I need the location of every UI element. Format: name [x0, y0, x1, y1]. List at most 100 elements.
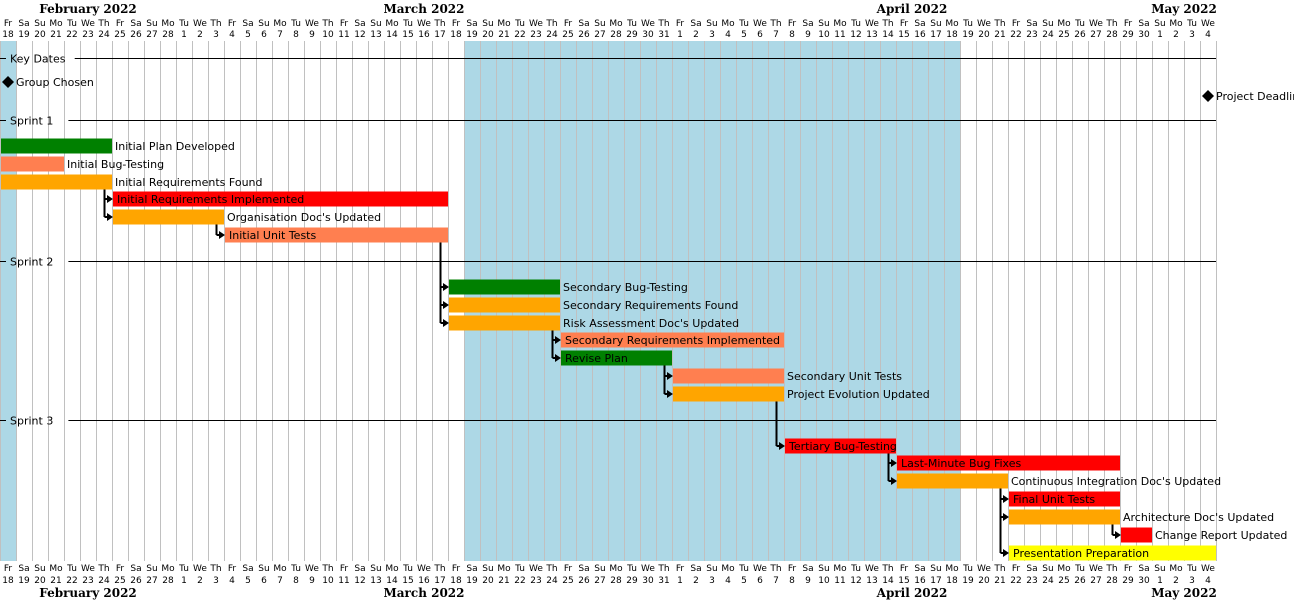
footer-weekday-label: Fr — [564, 564, 573, 574]
footer-weekday-label: Tu — [850, 564, 861, 574]
task-label: Secondary Requirements Found — [563, 299, 738, 312]
header-day-number: 4 — [1205, 30, 1211, 40]
footer-day-number: 28 — [610, 576, 622, 586]
footer-day-number: 23 — [530, 576, 541, 586]
header-weekday-label: Mo — [1169, 19, 1183, 29]
footer-weekday-label: Th — [209, 564, 221, 574]
header-weekday-label: Th — [433, 19, 445, 29]
header-day-number: 14 — [386, 30, 398, 40]
footer-weekday-label: Fr — [676, 564, 685, 574]
separator-label: Key Dates — [10, 53, 66, 66]
footer-day-number: 17 — [434, 576, 445, 586]
header-day-number: 22 — [514, 30, 525, 40]
header-day-number: 30 — [642, 30, 654, 40]
header-weekday-label: Th — [209, 19, 221, 29]
task-label: Initial Plan Developed — [115, 140, 235, 153]
task-label: Initial Requirements Found — [115, 176, 263, 189]
header-day-number: 2 — [1173, 30, 1179, 40]
task-bar — [673, 368, 784, 384]
footer-weekday-label: We — [753, 564, 767, 574]
header-weekday-label: Sa — [466, 19, 477, 29]
task-bar — [1, 174, 112, 190]
footer-day-number: 20 — [978, 576, 990, 586]
task-bars: Initial Plan Developed Initial Bug-Testin… — [1, 138, 1287, 561]
task-label: Risk Assessment Doc's Updated — [563, 317, 739, 330]
header-weekday-label: Th — [993, 19, 1005, 29]
header-day-number: 29 — [1122, 30, 1134, 40]
footer-weekday-label: Su — [818, 564, 829, 574]
footer-weekday-label: Fr — [1012, 564, 1021, 574]
header-day-number: 26 — [578, 30, 590, 40]
footer-weekday-label: Mo — [385, 564, 399, 574]
header-weekday-label: Sa — [578, 19, 589, 29]
header-weekday-label: Tu — [738, 19, 749, 29]
task-label: Secondary Bug-Testing — [563, 281, 688, 294]
header-month-label: February 2022 — [39, 2, 137, 16]
footer-weekday-label: Tu — [514, 564, 525, 574]
task-bar — [1009, 509, 1120, 525]
header-day-number: 26 — [1074, 30, 1086, 40]
header-weekday-label: Th — [545, 19, 557, 29]
header-weekday-label: Sa — [242, 19, 253, 29]
footer-day-number: 31 — [658, 576, 669, 586]
footer-month-label: March 2022 — [384, 586, 465, 600]
footer-weekday-label: Th — [1105, 564, 1117, 574]
footer-day-number: 22 — [514, 576, 525, 586]
footer-day-number: 8 — [293, 576, 299, 586]
separator-label: Sprint 3 — [10, 415, 53, 428]
footer-day-number: 20 — [482, 576, 494, 586]
task-bar — [561, 332, 784, 348]
header-day-number: 10 — [818, 30, 830, 40]
header-day-number: 28 — [1106, 30, 1118, 40]
header-weekday-label: Su — [930, 19, 941, 29]
header-weekday-label: We — [1089, 19, 1103, 29]
header-weekday-label: Su — [146, 19, 157, 29]
header-weekday-label: Mo — [945, 19, 959, 29]
header-weekday-label: Su — [818, 19, 829, 29]
footer-day-number: 8 — [789, 576, 795, 586]
footer-day-number: 15 — [898, 576, 909, 586]
header-day-number: 6 — [757, 30, 763, 40]
header-weekday-label: Mo — [385, 19, 399, 29]
header-weekday-label: Sa — [1138, 19, 1149, 29]
header-weekday-label: Su — [1042, 19, 1053, 29]
header-day-number: 21 — [994, 30, 1005, 40]
footer-day-number: 6 — [261, 576, 267, 586]
footer-day-number: 12 — [850, 576, 861, 586]
header-weekday-label: Th — [97, 19, 109, 29]
header-weekday-label: We — [81, 19, 95, 29]
header-weekday-label: Tu — [402, 19, 413, 29]
header-day-number: 11 — [834, 30, 845, 40]
header-weekday-label: Tu — [850, 19, 861, 29]
header-day-number: 26 — [130, 30, 142, 40]
footer-weekday-label: Mo — [161, 564, 175, 574]
footer-day-number: 14 — [386, 576, 398, 586]
footer-weekday-label: We — [305, 564, 319, 574]
footer-day-number: 22 — [1010, 576, 1021, 586]
header-day-number: 25 — [562, 30, 573, 40]
header-day-number: 16 — [914, 30, 926, 40]
header-weekday-label: Sa — [18, 19, 29, 29]
task-bar — [897, 473, 1008, 489]
dependency-arrows — [103, 189, 1121, 557]
task-bar — [673, 386, 784, 402]
task-label: Architecture Doc's Updated — [1123, 511, 1274, 524]
footer-day-number: 6 — [757, 576, 763, 586]
footer-day-number: 1 — [1157, 576, 1163, 586]
footer-weekday-label: Mo — [1057, 564, 1071, 574]
footer-weekday-label: Su — [594, 564, 605, 574]
footer-weekday-label: Fr — [4, 564, 13, 574]
header-weekday-label: Mo — [497, 19, 511, 29]
header-day-number: 18 — [2, 30, 14, 40]
header-month-label: May 2022 — [1151, 2, 1217, 16]
date-footer: Fr18Sa19Su20Mo21Tu22We23Th24Fr25Sa26Su27… — [2, 564, 1217, 600]
footer-weekday-label: Tu — [1186, 564, 1197, 574]
footer-weekday-label: Mo — [1169, 564, 1183, 574]
dependency-arrowhead — [443, 319, 449, 327]
header-day-number: 27 — [146, 30, 157, 40]
header-day-number: 28 — [162, 30, 174, 40]
header-weekday-label: Fr — [900, 19, 909, 29]
task-bar — [449, 297, 560, 313]
dependency-arrowhead — [555, 354, 561, 362]
